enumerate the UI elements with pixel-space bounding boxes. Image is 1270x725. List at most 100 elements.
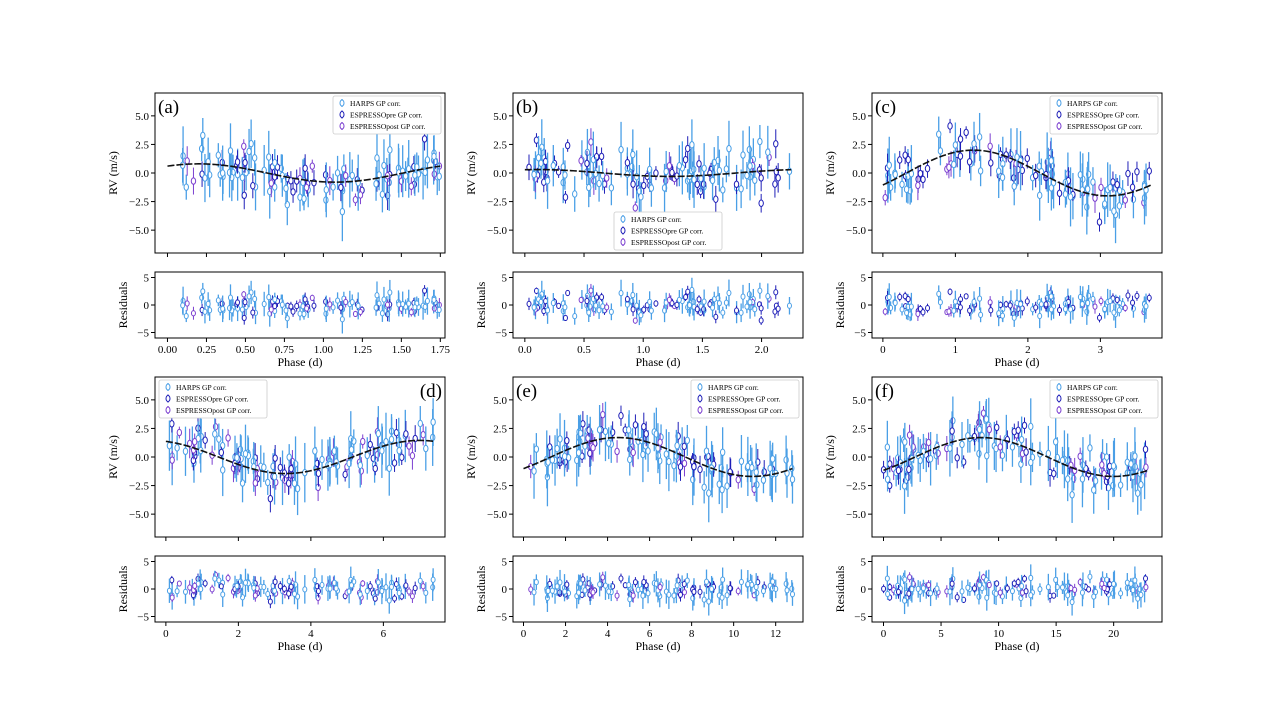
residual-point — [367, 583, 373, 590]
residual-point — [241, 314, 247, 322]
residual-point — [396, 589, 402, 597]
legend-label: HARPS GP corr. — [631, 215, 682, 224]
rv-point — [677, 463, 684, 471]
rv-point — [987, 142, 993, 150]
residual-y-tick-label: 5 — [502, 273, 508, 285]
residual-point — [954, 594, 960, 601]
residual-point — [403, 582, 409, 589]
rv-point — [716, 166, 723, 175]
residual-point — [272, 296, 278, 303]
residual-point — [971, 298, 977, 306]
residual-point — [360, 580, 366, 587]
rv-point — [936, 130, 942, 138]
rv-point — [920, 175, 926, 184]
residual-point — [576, 589, 582, 596]
rv-point — [586, 183, 592, 192]
residual-point — [1118, 590, 1124, 597]
residual-point — [1051, 592, 1057, 599]
x-tick-label: 0.75 — [275, 344, 295, 356]
residual-point — [312, 576, 318, 584]
residual-point — [630, 306, 636, 313]
rv-point — [338, 183, 344, 192]
residual-point — [339, 316, 345, 323]
residual-y-tick-label: 5 — [861, 557, 867, 569]
x-tick-label: 10 — [993, 628, 1005, 640]
residual-point — [272, 578, 278, 585]
rv-point — [596, 179, 602, 188]
rv-point — [408, 182, 415, 190]
rv-point — [227, 147, 234, 155]
residual-point — [897, 293, 903, 301]
residual-point — [375, 579, 381, 586]
residual-point — [674, 582, 680, 589]
residual-point — [765, 293, 771, 300]
rv-point — [971, 432, 978, 441]
residual-point — [687, 302, 693, 309]
rv-point — [388, 435, 395, 444]
residual-point — [241, 291, 247, 298]
rv-points — [179, 117, 443, 242]
rv-point — [669, 168, 675, 177]
residual-point — [784, 587, 790, 594]
residual-y-tick-label: 5 — [144, 273, 150, 285]
residual-point — [281, 585, 287, 592]
residual-point — [775, 305, 781, 312]
legend-marker — [339, 99, 345, 107]
rv-point — [950, 416, 956, 425]
residual-point — [882, 308, 888, 315]
residual-point — [696, 296, 702, 303]
residual-point — [957, 304, 963, 311]
residual-point — [239, 306, 245, 313]
rv-point — [169, 420, 175, 428]
rv-point — [265, 478, 271, 487]
rv-point — [885, 174, 892, 183]
residual-point — [242, 299, 248, 306]
residual-point — [431, 296, 437, 303]
legend-marker — [339, 111, 345, 118]
residual-point — [590, 589, 596, 596]
residual-point — [1057, 306, 1063, 314]
residual-point — [1090, 295, 1096, 303]
y-tick-label: 0.0 — [493, 452, 507, 464]
x-axis-title: Phase (d) — [278, 355, 323, 369]
rv-point — [641, 181, 647, 190]
residual-point — [978, 311, 984, 318]
x-tick-label: 0 — [881, 628, 887, 640]
residual-point — [770, 578, 776, 585]
rv-point — [409, 452, 416, 460]
residual-point — [1135, 595, 1141, 602]
residual-point — [550, 299, 556, 307]
panel-tag: (a) — [158, 97, 179, 118]
residual-y-tick-label: −5 — [495, 612, 507, 624]
rv-point — [1146, 167, 1152, 175]
rv-point — [892, 170, 898, 179]
x-tick-label: 0.50 — [236, 344, 256, 356]
rv-point — [1142, 445, 1149, 454]
legend-frame — [1049, 379, 1159, 419]
rv-point — [596, 426, 603, 434]
rv-point — [663, 450, 670, 458]
rv-point — [588, 138, 594, 146]
residual-point — [789, 585, 795, 592]
x-tick-label: 1.0 — [636, 344, 650, 356]
residual-point — [697, 588, 703, 595]
residual-y-tick-label: 0 — [502, 300, 508, 312]
legend-marker — [697, 395, 703, 402]
residual-point — [266, 294, 272, 301]
y-tick-label: −5.0 — [846, 225, 866, 237]
y-tick-label: 0.0 — [135, 452, 149, 464]
residual-point — [604, 304, 610, 311]
residual-point — [1132, 577, 1138, 584]
rv-point — [215, 151, 222, 159]
rv-point — [202, 174, 208, 182]
residual-point — [606, 588, 612, 595]
y-axis-title: RV (m/s) — [823, 151, 837, 195]
rv-point — [302, 164, 308, 173]
legend-label: HARPS GP corr. — [1067, 99, 1118, 108]
residual-point — [1107, 581, 1113, 588]
rv-point — [971, 140, 977, 148]
y-tick-label: 2.5 — [493, 139, 507, 151]
residual-point — [676, 296, 682, 303]
rv-point — [545, 458, 551, 466]
residual-point — [645, 590, 651, 597]
